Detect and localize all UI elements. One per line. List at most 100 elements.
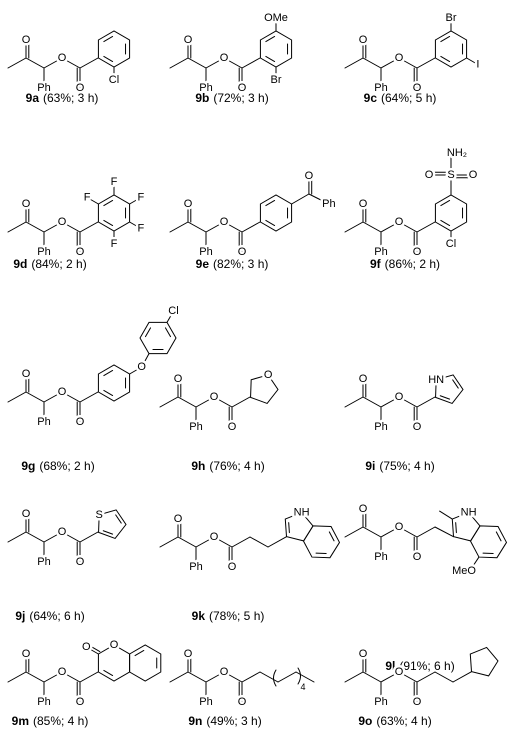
bond bbox=[439, 395, 451, 400]
bond bbox=[416, 396, 436, 408]
bond bbox=[166, 310, 174, 323]
atom-label: O bbox=[82, 641, 91, 653]
bond bbox=[416, 221, 436, 233]
bond bbox=[241, 671, 261, 683]
ring bbox=[139, 321, 177, 355]
atom-label: O bbox=[58, 52, 67, 64]
atom-label: MeO bbox=[452, 565, 476, 577]
atom-label: Ph bbox=[374, 82, 387, 94]
atom-label: Ph bbox=[322, 198, 335, 210]
bond bbox=[129, 366, 143, 375]
compound-caption: 9a (63%; 3 h) bbox=[26, 91, 99, 105]
bond bbox=[25, 57, 45, 69]
atom-label: O bbox=[238, 82, 247, 94]
bond bbox=[344, 671, 364, 683]
ring bbox=[250, 374, 279, 405]
compound-caption: 9m (85%; 4 h) bbox=[12, 714, 89, 728]
bond bbox=[205, 671, 225, 683]
bond bbox=[61, 391, 81, 403]
bond bbox=[470, 556, 480, 570]
atom-label: O bbox=[22, 368, 31, 380]
atom-label: Ph bbox=[199, 696, 212, 708]
atom-label: O bbox=[76, 696, 85, 708]
ring bbox=[284, 511, 314, 542]
structure bbox=[344, 646, 499, 703]
structure bbox=[169, 653, 315, 703]
atom-label: O bbox=[210, 391, 219, 403]
bond bbox=[129, 221, 142, 229]
atom-label: Ph bbox=[37, 556, 50, 568]
atom-label: O bbox=[76, 556, 85, 568]
atom-label: F bbox=[111, 176, 118, 188]
compound-caption: 9k (78%; 5 h) bbox=[192, 609, 265, 623]
bond bbox=[328, 531, 335, 542]
compound-id: 9g bbox=[21, 459, 35, 473]
atom-label: NH bbox=[461, 506, 477, 518]
bond bbox=[362, 671, 382, 683]
bond bbox=[61, 57, 81, 69]
ring bbox=[434, 30, 468, 68]
ring bbox=[259, 194, 293, 232]
bond bbox=[362, 396, 382, 408]
bond bbox=[187, 671, 207, 683]
compound-id: 9e bbox=[196, 257, 210, 271]
bond bbox=[249, 536, 269, 548]
atom-label: O bbox=[220, 52, 229, 64]
atom-label: O bbox=[184, 648, 193, 660]
bond bbox=[452, 379, 459, 389]
bond bbox=[223, 221, 243, 233]
bond bbox=[398, 671, 418, 683]
bond bbox=[223, 57, 243, 69]
bond bbox=[439, 510, 453, 520]
bond bbox=[195, 536, 215, 548]
bond bbox=[344, 396, 364, 408]
atom-label: O bbox=[395, 521, 404, 533]
bond bbox=[440, 35, 451, 43]
structure bbox=[7, 644, 162, 703]
bond bbox=[241, 221, 261, 233]
structure bbox=[7, 30, 131, 89]
compound-caption: 9j (64%; 6 h) bbox=[15, 609, 84, 623]
atom-label: O bbox=[395, 52, 404, 64]
bond bbox=[103, 199, 114, 207]
compound-id: 9c bbox=[364, 91, 378, 105]
compound-id: 9d bbox=[13, 257, 27, 271]
bond bbox=[159, 536, 179, 548]
bond bbox=[440, 219, 451, 227]
structure bbox=[169, 17, 293, 89]
bond bbox=[187, 57, 207, 69]
bond bbox=[169, 671, 189, 683]
structure bbox=[344, 374, 464, 428]
ring bbox=[98, 509, 127, 540]
atom-label: O bbox=[76, 416, 85, 428]
atom-label: O bbox=[22, 34, 31, 46]
compound-yield: (64%; 5 h) bbox=[381, 91, 436, 105]
bond bbox=[102, 530, 114, 535]
bracket bbox=[273, 669, 277, 687]
atom-label: O bbox=[413, 82, 422, 94]
compound-yield: (86%; 2 h) bbox=[385, 257, 440, 271]
atom-label: Ph bbox=[37, 82, 50, 94]
atom-label: O bbox=[359, 648, 368, 660]
bond bbox=[103, 35, 114, 43]
atom-label: Cl bbox=[168, 305, 178, 317]
atom-label: S bbox=[96, 509, 103, 521]
bond bbox=[195, 396, 215, 408]
atom-label: Ph bbox=[374, 551, 387, 563]
bond bbox=[213, 396, 233, 408]
bond bbox=[7, 221, 27, 233]
atom-label: Br bbox=[446, 12, 457, 24]
bond bbox=[265, 55, 276, 63]
compound-id: 9a bbox=[26, 91, 40, 105]
ring bbox=[259, 30, 293, 68]
compound-yield: (85%; 4 h) bbox=[33, 714, 88, 728]
atom-label: NH bbox=[294, 506, 310, 518]
bond bbox=[103, 369, 114, 377]
atom-label: O bbox=[220, 216, 229, 228]
atom-label: Ph bbox=[37, 696, 50, 708]
compound-yield: (72%; 3 h) bbox=[213, 91, 268, 105]
atom-label: O bbox=[228, 421, 237, 433]
compound-yield: (63%; 3 h) bbox=[43, 91, 98, 105]
bond bbox=[398, 221, 418, 233]
